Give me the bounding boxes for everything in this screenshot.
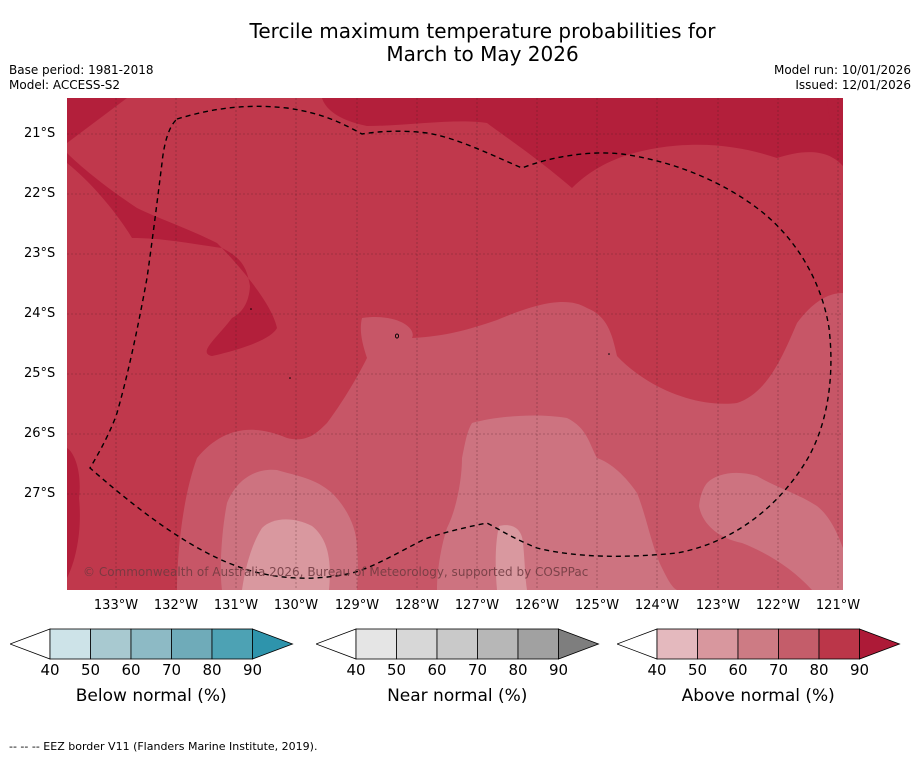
colorbar-tick-label: 80 — [508, 661, 528, 679]
region-50-60-east — [699, 472, 843, 590]
colorbar-tick-label: 50 — [80, 661, 101, 679]
island-3 — [289, 377, 291, 379]
colorbar-cell — [697, 628, 739, 660]
colorbar-tick-label: 70 — [161, 661, 182, 679]
latitude-label: 25°S — [24, 366, 56, 381]
colorbar-cell — [49, 628, 91, 660]
longitude-label: 122°W — [755, 598, 801, 613]
longitude-label: 121°W — [815, 598, 861, 613]
colorbar-cell — [396, 628, 438, 660]
colorbar-tick-label: 90 — [849, 661, 870, 679]
colorbar-tick-label: 70 — [467, 661, 488, 679]
colorbar-tick-label: 40 — [40, 661, 60, 679]
colorbar-1 — [316, 628, 600, 660]
colorbar-cell — [171, 628, 213, 660]
region-40-50-center — [495, 525, 527, 590]
longitude-label: 131°W — [213, 598, 259, 613]
colorbar-max-extension — [859, 628, 901, 660]
longitude-label: 126°W — [514, 598, 560, 613]
longitude-label: 123°W — [695, 598, 741, 613]
latitude-label: 23°S — [24, 246, 56, 261]
latitude-label: 22°S — [24, 186, 56, 201]
colorbar-min-extension — [10, 628, 51, 660]
issued-date: Issued: 12/01/2026 — [795, 78, 911, 92]
colorbar-tick-label: 40 — [647, 661, 667, 679]
island-2 — [250, 308, 252, 310]
latitude-label: 27°S — [24, 486, 56, 501]
eez-border — [89, 105, 832, 579]
colorbar-cell — [656, 628, 698, 660]
colorbar-tick-label: 40 — [346, 661, 366, 679]
colorbar-cell — [130, 628, 172, 660]
probability-map — [67, 98, 843, 590]
copyright-notice: © Commonwealth of Australia 2026, Bureau… — [83, 565, 589, 579]
colorbar-title: Below normal (%) — [75, 686, 227, 706]
island-4 — [608, 353, 610, 355]
meta-right: Model run: 10/01/2026 Issued: 12/01/2026 — [774, 63, 911, 93]
title-line-1: Tercile maximum temperature probabilitie… — [249, 19, 716, 43]
latitude-label: 21°S — [24, 126, 56, 141]
longitude-label: 127°W — [454, 598, 500, 613]
island-1 — [394, 333, 400, 339]
colorbar-cell — [737, 628, 779, 660]
longitude-label: 125°W — [574, 598, 620, 613]
colorbar-title: Above normal (%) — [681, 686, 835, 706]
meta-left: Base period: 1981-2018 Model: ACCESS-S2 — [9, 63, 154, 93]
region-80-90-north — [322, 98, 843, 188]
latitude-label: 24°S — [24, 306, 56, 321]
model-name: Model: ACCESS-S2 — [9, 78, 121, 92]
colorbar-min-extension — [617, 628, 658, 660]
region-40-50-southwest — [242, 519, 330, 590]
title-line-2: March to May 2026 — [386, 42, 579, 66]
model-run: Model run: 10/01/2026 — [773, 63, 911, 77]
colorbar-tick-label: 80 — [809, 661, 829, 679]
colorbar-cell — [517, 628, 559, 660]
longitude-label: 128°W — [394, 598, 440, 613]
colorbar-tick-label: 50 — [386, 661, 407, 679]
colorbar-cell — [355, 628, 397, 660]
map-grid — [67, 98, 843, 590]
colorbar-tick-label: 60 — [728, 661, 748, 679]
longitude-label: 129°W — [334, 598, 380, 613]
region-80-90-southwest — [67, 448, 80, 578]
colorbar-tick-label: 70 — [768, 661, 789, 679]
base-period: Base period: 1981-2018 — [9, 63, 154, 77]
longitude-label: 132°W — [153, 598, 199, 613]
colorbar-cell — [90, 628, 132, 660]
region-80-90-west — [67, 153, 277, 356]
colorbar-tick-label: 90 — [242, 661, 263, 679]
colorbar-tick-label: 50 — [687, 661, 708, 679]
latitude-label: 26°S — [24, 426, 56, 441]
colorbar-cell — [211, 628, 253, 660]
colorbar-2 — [617, 628, 901, 660]
longitude-label: 124°W — [634, 598, 680, 613]
map-title: Tercile maximum temperature probabilitie… — [0, 20, 919, 66]
colorbar-title: Near normal (%) — [387, 686, 528, 706]
colorbar-cell — [818, 628, 860, 660]
eez-footer-note: -- -- -- EEZ border V11 (Flanders Marine… — [9, 740, 318, 753]
longitude-label: 130°W — [273, 598, 319, 613]
colorbar-tick-label: 90 — [548, 661, 569, 679]
colorbar-0 — [10, 628, 294, 660]
colorbar-cell — [778, 628, 820, 660]
colorbar-tick-label: 80 — [202, 661, 222, 679]
colorbar-tick-label: 60 — [427, 661, 447, 679]
region-80-90-northwest — [67, 98, 127, 143]
colorbar-tick-label: 60 — [121, 661, 141, 679]
colorbar-max-extension — [558, 628, 600, 660]
longitude-label: 133°W — [93, 598, 139, 613]
colorbar-cell — [436, 628, 478, 660]
colorbar-cell — [477, 628, 519, 660]
region-80-90-east — [827, 98, 843, 163]
colorbar-min-extension — [316, 628, 357, 660]
colorbar-max-extension — [252, 628, 294, 660]
